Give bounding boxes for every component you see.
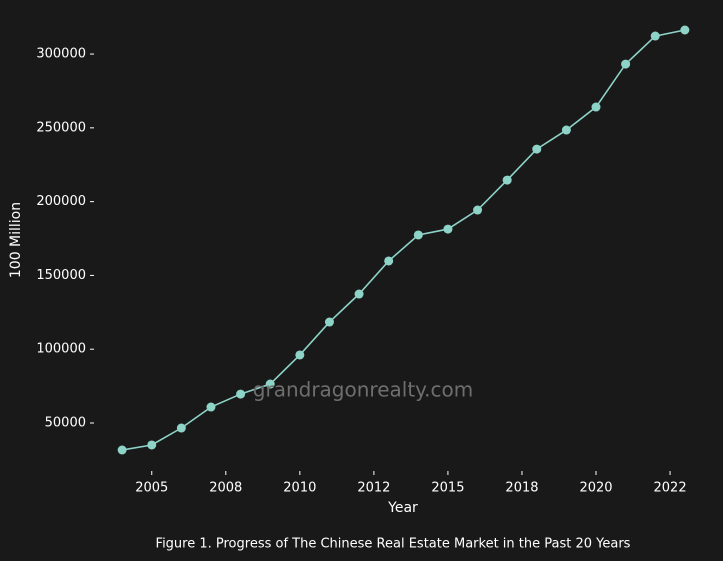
point [621,59,631,69]
point [413,230,423,240]
point [265,379,275,389]
x-tick-label: 2020 [579,481,612,496]
point [473,205,483,215]
watermark: grandragonrealty.com [253,378,473,402]
point [532,144,542,154]
point [354,289,364,299]
point [591,102,601,112]
point [502,175,512,185]
point [117,445,127,455]
point [324,317,334,327]
x-axis-label: Year [387,500,418,516]
point [561,125,571,135]
y-tick-label: 100000 [36,342,86,357]
x-tick-label: 2022 [654,481,687,496]
y-tick-label: 300000 [36,47,86,62]
x-tick-label: 2005 [135,481,168,496]
x-tick-label: 2015 [431,481,464,496]
y-tick-label: 200000 [36,194,86,209]
point [384,256,394,266]
x-tick-label: 2010 [283,481,316,496]
x-tick-label: 2012 [357,481,390,496]
point [443,224,453,234]
y-axis-label: 100 Million [8,202,24,278]
point [147,440,157,450]
point [236,389,246,399]
y-tick-label: 250000 [36,120,86,135]
x-tick-label: 2018 [505,481,538,496]
line [122,29,686,451]
y-tick-label: 50000 [45,415,86,430]
point [206,402,216,412]
y-tick-label: 150000 [36,268,86,283]
point [680,25,690,35]
point [295,350,305,360]
x-tick-label: 2008 [209,481,242,496]
point [176,423,186,433]
point [650,31,660,41]
caption: Figure 1. Progress of The Chinese Real E… [156,537,631,552]
